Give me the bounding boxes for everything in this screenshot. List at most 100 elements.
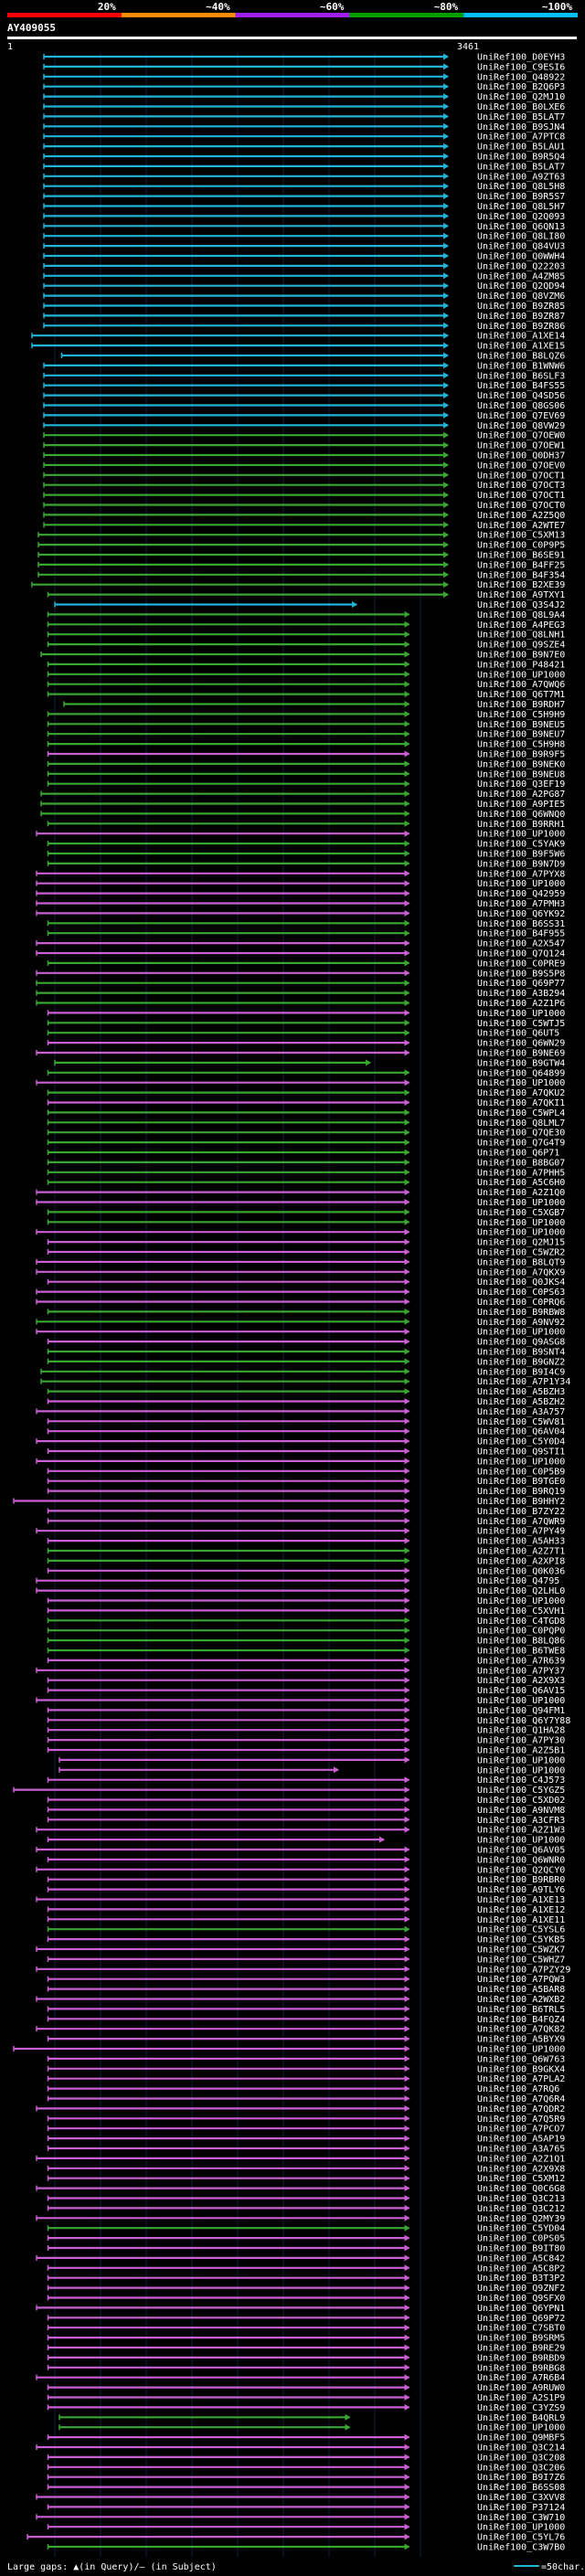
hit-label[interactable]: UniRef100_Q9ASG8	[477, 1338, 565, 1348]
hit-label[interactable]: UniRef100_A1XE15	[477, 342, 565, 352]
hit-label[interactable]: UniRef100_A7PY30	[477, 1736, 565, 1746]
hit-label[interactable]: UniRef100_A1XE11	[477, 1915, 565, 1925]
alignment-row[interactable]: UniRef100_B9RBD9	[47, 2353, 566, 2363]
hit-label[interactable]: UniRef100_B7ZY22	[477, 1507, 565, 1517]
hit-label[interactable]: UniRef100_UP1000	[477, 1836, 565, 1846]
hit-label[interactable]: UniRef100_A9PIE5	[477, 800, 565, 810]
hit-label[interactable]: UniRef100_B6TWE8	[477, 1647, 565, 1657]
alignment-row[interactable]: UniRef100_A4ZM85	[43, 271, 565, 281]
alignment-row[interactable]: UniRef100_A9RUW0	[47, 2383, 566, 2393]
alignment-row[interactable]: UniRef100_Q3C206	[47, 2463, 566, 2473]
hit-label[interactable]: UniRef100_C0P9P5	[477, 541, 565, 551]
alignment-row[interactable]: UniRef100_C5YGZ5	[13, 1786, 565, 1796]
hit-label[interactable]: UniRef100_A7Q6R4	[477, 2094, 565, 2104]
alignment-row[interactable]: UniRef100_B9R5Q4	[43, 153, 565, 163]
hit-label[interactable]: UniRef100_Q22203	[477, 261, 565, 271]
hit-label[interactable]: UniRef100_B8BG07	[477, 1158, 565, 1168]
hit-label[interactable]: UniRef100_A5BZH3	[477, 1387, 565, 1397]
alignment-row[interactable]: UniRef100_C5XM12	[47, 2174, 566, 2184]
alignment-row[interactable]: UniRef100_Q84VU3	[43, 242, 565, 252]
alignment-row[interactable]: UniRef100_A7PLA2	[47, 2074, 566, 2084]
hit-label[interactable]: UniRef100_A2X9X8	[477, 2164, 565, 2174]
alignment-row[interactable]: UniRef100_C5WZK7	[36, 1945, 565, 1956]
alignment-row[interactable]: UniRef100_A5C8P2	[47, 2263, 566, 2274]
alignment-row[interactable]: UniRef100_A2WXB2	[36, 1995, 565, 2005]
hit-label[interactable]: UniRef100_B5LAT7	[477, 162, 565, 172]
alignment-row[interactable]: UniRef100_B9TGE0	[47, 1477, 566, 1487]
alignment-row[interactable]: UniRef100_A7Q5R9	[47, 2115, 566, 2125]
hit-label[interactable]: UniRef100_UP1000	[477, 1078, 565, 1088]
hit-label[interactable]: UniRef100_Q84VU3	[477, 242, 565, 252]
hit-label[interactable]: UniRef100_A7QKU2	[477, 1088, 565, 1098]
alignment-row[interactable]: UniRef100_B6SS31	[47, 919, 566, 929]
hit-label[interactable]: UniRef100_C5WHZ7	[477, 1955, 565, 1965]
hit-label[interactable]: UniRef100_A2XPI8	[477, 1556, 565, 1566]
alignment-row[interactable]: UniRef100_B9ZR86	[43, 322, 565, 332]
hit-label[interactable]: UniRef100_A2WXB2	[477, 1995, 565, 2005]
alignment-row[interactable]: UniRef100_UP1000	[47, 1836, 566, 1846]
hit-label[interactable]: UniRef100_B8LQT9	[477, 1257, 565, 1267]
hit-label[interactable]: UniRef100_A2Z1W3	[477, 1826, 565, 1836]
hit-label[interactable]: UniRef100_B0LXE6	[477, 102, 565, 112]
hit-label[interactable]: UniRef100_C5XM13	[477, 531, 565, 541]
alignment-row[interactable]: UniRef100_UP1000	[47, 2523, 566, 2533]
alignment-row[interactable]: UniRef100_A7RQ6	[47, 2084, 560, 2094]
alignment-row[interactable]: UniRef100_A7PY49	[36, 1527, 565, 1537]
hit-label[interactable]: UniRef100_Q3C208	[477, 2453, 565, 2463]
hit-label[interactable]: UniRef100_A7PY37	[477, 1666, 565, 1676]
alignment-row[interactable]: UniRef100_B9N7E0	[40, 651, 565, 661]
hit-label[interactable]: UniRef100_B9S5P8	[477, 969, 565, 979]
alignment-row[interactable]: UniRef100_B8LQZ6	[60, 352, 566, 362]
alignment-row[interactable]: UniRef100_Q7QE30	[47, 1129, 566, 1139]
hit-label[interactable]: UniRef100_Q1HA28	[477, 1726, 565, 1736]
alignment-row[interactable]: UniRef100_Q0C6G8	[36, 2184, 565, 2194]
hit-label[interactable]: UniRef100_A5AH33	[477, 1537, 565, 1547]
hit-label[interactable]: UniRef100_Q7OEV0	[477, 461, 565, 471]
hit-label[interactable]: UniRef100_B8LQ86	[477, 1637, 565, 1647]
alignment-row[interactable]: UniRef100_C0P9P5	[37, 541, 565, 551]
hit-label[interactable]: UniRef100_A4ZM85	[477, 271, 565, 281]
alignment-row[interactable]: UniRef100_UP1000	[36, 830, 565, 840]
alignment-row[interactable]: UniRef100_Q8L9A4	[47, 610, 566, 620]
hit-label[interactable]: UniRef100_Q0C6G8	[477, 2184, 565, 2194]
hit-label[interactable]: UniRef100_C0PRE9	[477, 959, 565, 969]
hit-label[interactable]: UniRef100_Q2Q093	[477, 212, 565, 222]
hit-label[interactable]: UniRef100_C5YL76	[477, 2533, 565, 2543]
hit-label[interactable]: UniRef100_B9NEU7	[477, 730, 565, 740]
hit-label[interactable]: UniRef100_UP1000	[477, 670, 565, 680]
alignment-row[interactable]: UniRef100_B9HHY2	[13, 1497, 565, 1507]
hit-label[interactable]: UniRef100_B4QRL9	[477, 2413, 565, 2423]
hit-label[interactable]: UniRef100_B8LQZ6	[477, 352, 565, 362]
alignment-row[interactable]: UniRef100_Q3C213	[47, 2194, 566, 2204]
hit-label[interactable]: UniRef100_B9RBR0	[477, 1875, 565, 1885]
alignment-row[interactable]: UniRef100_A1XE12	[47, 1905, 566, 1915]
alignment-row[interactable]: UniRef100_A7P1Y34	[40, 1377, 570, 1387]
alignment-row[interactable]: UniRef100_B5LAT7	[43, 112, 565, 122]
alignment-row[interactable]: UniRef100_C3W7B0	[47, 2543, 566, 2553]
alignment-row[interactable]: UniRef100_A7QWR9	[47, 1517, 566, 1527]
alignment-row[interactable]: UniRef100_Q9MBF5	[47, 2433, 566, 2443]
hit-label[interactable]: UniRef100_Q7OCT1	[477, 491, 565, 501]
hit-label[interactable]: UniRef100_B9IT80	[477, 2244, 565, 2254]
alignment-row[interactable]: UniRef100_Q6AV04	[47, 1427, 566, 1437]
hit-label[interactable]: UniRef100_A2S1P9	[477, 2393, 565, 2403]
hit-label[interactable]: UniRef100_A7QKX9	[477, 1267, 565, 1277]
alignment-row[interactable]: UniRef100_P37124	[47, 2503, 566, 2513]
alignment-row[interactable]: UniRef100_Q1HA28	[47, 1726, 566, 1736]
hit-label[interactable]: UniRef100_C4TGD8	[477, 1617, 565, 1627]
alignment-row[interactable]: UniRef100_C0PS63	[36, 1288, 565, 1298]
alignment-row[interactable]: UniRef100_C3W710	[36, 2513, 565, 2523]
alignment-row[interactable]: UniRef100_Q8VW29	[43, 421, 565, 431]
hit-label[interactable]: UniRef100_A7QWR9	[477, 1517, 565, 1527]
alignment-row[interactable]: UniRef100_Q8LI80	[43, 232, 565, 242]
alignment-row[interactable]: UniRef100_A3B294	[36, 989, 565, 999]
hit-label[interactable]: UniRef100_Q64899	[477, 1068, 565, 1078]
alignment-row[interactable]: UniRef100_UP1000	[58, 2423, 565, 2433]
alignment-row[interactable]: UniRef100_Q8VZM6	[43, 292, 565, 302]
hit-label[interactable]: UniRef100_A7Q5R9	[477, 2115, 565, 2125]
alignment-row[interactable]: UniRef100_B9RQ19	[47, 1487, 566, 1497]
hit-label[interactable]: UniRef100_Q6UT5	[477, 1029, 559, 1039]
alignment-row[interactable]: UniRef100_C0PQP0	[47, 1627, 566, 1637]
alignment-row[interactable]: UniRef100_B9NEU7	[47, 730, 566, 740]
alignment-row[interactable]: UniRef100_Q6WNQ0	[40, 810, 565, 820]
